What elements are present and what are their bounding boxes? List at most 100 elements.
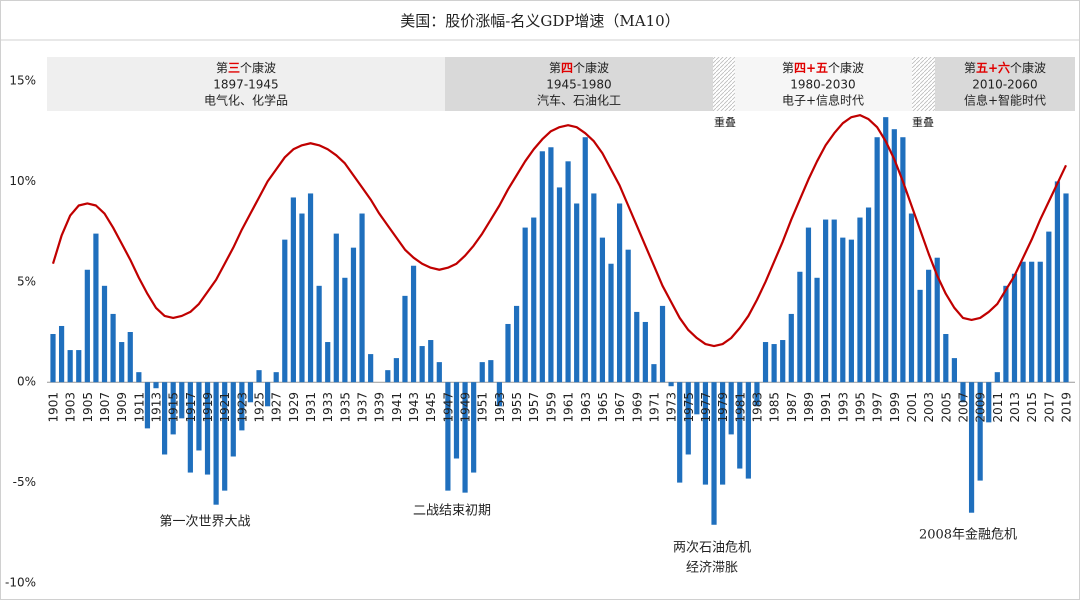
bar	[1037, 261, 1043, 383]
bar	[239, 382, 245, 431]
bar	[230, 382, 236, 457]
x-tick-label: 1971	[647, 392, 661, 423]
bar	[599, 237, 606, 383]
bar	[917, 289, 923, 383]
bar	[1063, 193, 1069, 383]
bar	[153, 382, 159, 389]
bar	[857, 217, 863, 383]
bar	[565, 161, 571, 383]
bar	[608, 263, 614, 383]
wave-label-part: 四+五	[794, 61, 828, 75]
bar	[711, 382, 717, 525]
x-tick-label: 1985	[768, 392, 782, 423]
y-tick-label: 5%	[17, 274, 36, 288]
wave-label-part: 个康波	[240, 60, 276, 75]
bar	[127, 332, 133, 383]
bar	[247, 382, 254, 403]
bar	[256, 370, 262, 383]
bar	[943, 334, 949, 383]
wave-curve	[51, 114, 1067, 348]
bar	[926, 269, 932, 383]
x-tick-label: 2003	[922, 392, 936, 423]
annotation: 经济滞胀	[686, 561, 738, 576]
x-tick-label: 1947	[441, 392, 455, 423]
x-tick-label: 1925	[253, 392, 267, 423]
x-tick-label: 2007	[956, 392, 970, 423]
bar	[1029, 261, 1035, 383]
bar	[488, 360, 494, 383]
bar	[908, 213, 915, 383]
bar	[754, 382, 760, 407]
bar	[428, 340, 434, 383]
x-tick-label: 1941	[390, 392, 404, 423]
annotation: 两次石油危机	[673, 540, 751, 556]
bar	[316, 285, 322, 383]
x-tick-label: 1923	[235, 392, 249, 423]
bar	[204, 382, 211, 475]
x-tick-label: 1945	[424, 392, 438, 423]
bar	[659, 305, 666, 383]
x-tick-label: 1935	[338, 392, 352, 423]
bar	[900, 137, 906, 383]
bar	[831, 219, 837, 383]
x-tick-label: 1939	[373, 392, 387, 423]
x-tick-label: 1969	[630, 392, 644, 423]
bar	[144, 382, 151, 429]
x-tick-label: 2001	[905, 392, 919, 423]
wave-label: 第五+六个康波	[964, 60, 1046, 75]
x-tick-label: 1979	[716, 392, 730, 423]
bar	[634, 311, 640, 383]
chart-title: 美国：股价涨幅-名义GDP增速（MA10）	[400, 12, 679, 30]
bar	[840, 237, 846, 383]
bar	[290, 197, 296, 383]
bar	[616, 203, 623, 383]
x-tick-label: 1975	[682, 392, 696, 423]
bar	[1020, 261, 1026, 383]
x-tick-label: 2013	[1008, 392, 1022, 423]
overlap-band	[912, 57, 935, 111]
x-tick-label: 1995	[853, 392, 867, 423]
wave-label-part: 个康波	[1010, 60, 1046, 75]
bar	[479, 362, 485, 383]
y-tick-label: 0%	[17, 375, 36, 389]
bar	[119, 342, 125, 383]
bar	[222, 382, 228, 491]
annotation: 第一次世界大战	[159, 514, 250, 530]
bar	[462, 382, 468, 493]
bar	[883, 117, 889, 383]
bar	[368, 354, 374, 383]
bar	[505, 323, 511, 383]
bar	[823, 219, 829, 383]
bar	[728, 382, 734, 435]
x-tick-label: 1999	[888, 392, 902, 423]
x-tick-label: 1983	[750, 392, 764, 423]
x-tick-label: 1959	[544, 392, 558, 423]
bar	[702, 382, 709, 485]
bar	[471, 382, 477, 473]
bar	[196, 382, 202, 451]
x-tick-label: 1963	[579, 392, 593, 423]
x-tick-label: 1953	[493, 392, 507, 423]
bar	[410, 265, 417, 383]
bar	[934, 257, 940, 383]
bar	[50, 334, 56, 383]
x-tick-label: 1989	[802, 392, 816, 423]
annotation: 二战结束初期	[413, 504, 491, 519]
bar	[76, 350, 82, 383]
overlap-label: 重叠	[714, 115, 736, 129]
x-tick-label: 1937	[356, 392, 370, 423]
bar	[994, 372, 1000, 383]
wave-industry: 电子+信息时代	[782, 93, 864, 108]
wave-period: 1980-2030	[790, 78, 855, 92]
bar	[67, 350, 73, 383]
x-tick-label: 1955	[510, 392, 524, 423]
bar	[548, 147, 554, 383]
bar	[582, 137, 588, 383]
wave-label-part: 五+六	[976, 60, 1010, 75]
y-tick-label: -10%	[5, 576, 36, 590]
bar	[960, 382, 966, 403]
bar	[101, 285, 108, 383]
wave-band	[445, 57, 713, 111]
bar	[299, 213, 305, 383]
bar	[539, 151, 545, 383]
